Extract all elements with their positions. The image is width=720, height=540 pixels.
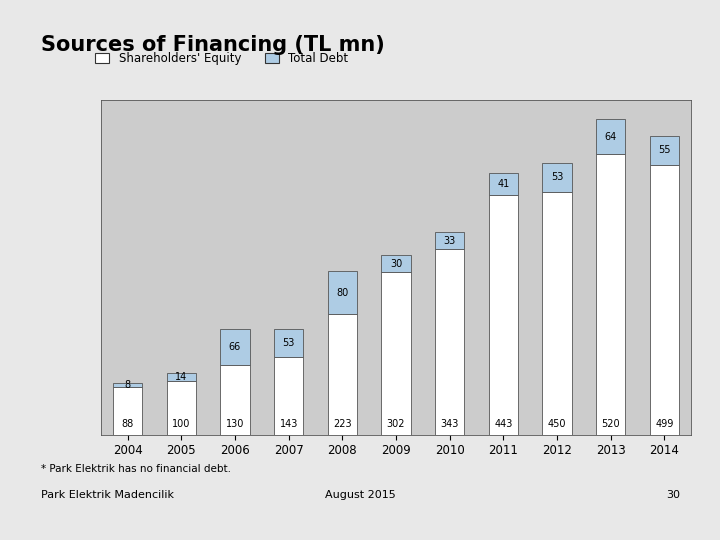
Text: 100: 100: [172, 419, 191, 429]
Text: * Park Elektrik has no financial debt.: * Park Elektrik has no financial debt.: [41, 464, 231, 475]
Bar: [649, 165, 679, 435]
Bar: [382, 272, 410, 435]
Bar: [274, 329, 303, 357]
Bar: [328, 314, 357, 435]
Text: Sources of Financing (TL mn): Sources of Financing (TL mn): [41, 35, 384, 55]
Text: 88: 88: [122, 419, 134, 429]
Text: 143: 143: [279, 419, 298, 429]
Text: 66: 66: [229, 342, 241, 352]
Bar: [542, 163, 572, 192]
Text: 53: 53: [551, 172, 563, 183]
Text: 64: 64: [605, 132, 617, 141]
Text: Park Elektrik Madencilik: Park Elektrik Madencilik: [41, 490, 174, 501]
Bar: [220, 329, 250, 365]
Text: 33: 33: [444, 235, 456, 246]
Text: 14: 14: [175, 372, 187, 382]
Text: 499: 499: [655, 419, 673, 429]
Text: 30: 30: [390, 259, 402, 268]
Bar: [220, 364, 250, 435]
Text: 130: 130: [226, 419, 244, 429]
Bar: [649, 136, 679, 165]
Bar: [489, 195, 518, 435]
Bar: [113, 383, 143, 387]
Text: 450: 450: [548, 419, 566, 429]
Bar: [596, 154, 626, 435]
Text: 55: 55: [658, 145, 670, 156]
Text: August 2015: August 2015: [325, 490, 395, 501]
Bar: [542, 192, 572, 435]
Text: 443: 443: [494, 419, 513, 429]
Bar: [328, 271, 357, 314]
Text: 343: 343: [441, 419, 459, 429]
Text: 520: 520: [601, 419, 620, 429]
Text: 223: 223: [333, 419, 351, 429]
Bar: [113, 387, 143, 435]
Bar: [274, 357, 303, 435]
Text: 302: 302: [387, 419, 405, 429]
Bar: [166, 373, 196, 381]
Bar: [596, 119, 626, 154]
Bar: [489, 173, 518, 195]
Bar: [435, 249, 464, 435]
Bar: [166, 381, 196, 435]
Bar: [435, 232, 464, 249]
Legend: Shareholders' Equity, Total Debt: Shareholders' Equity, Total Debt: [95, 52, 348, 65]
Text: 80: 80: [336, 288, 348, 298]
Bar: [382, 255, 410, 272]
Text: 53: 53: [282, 338, 295, 348]
Text: 8: 8: [125, 380, 131, 390]
Text: 30: 30: [667, 490, 680, 501]
Text: 41: 41: [498, 179, 510, 190]
